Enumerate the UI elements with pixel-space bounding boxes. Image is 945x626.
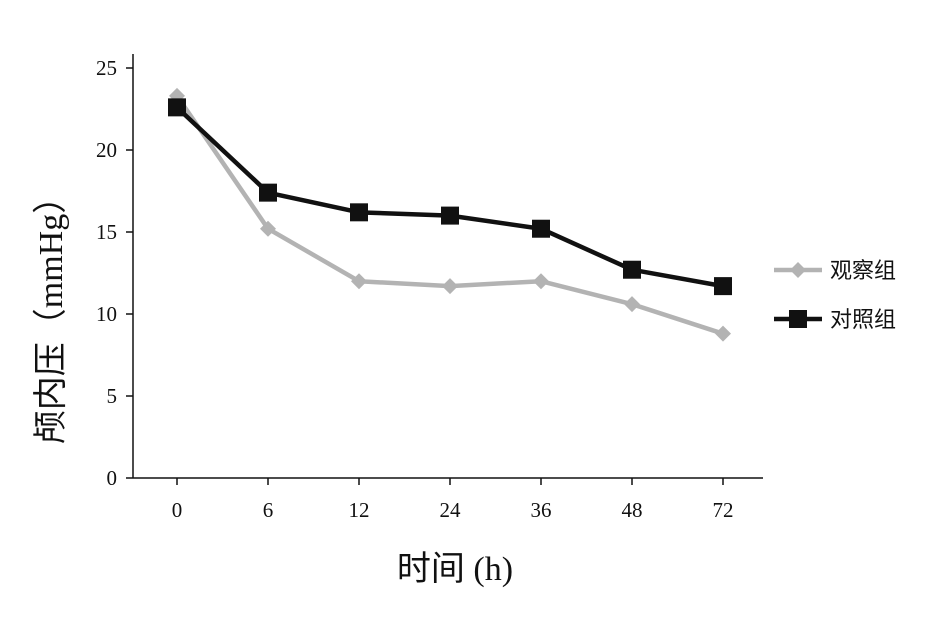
data-point bbox=[350, 203, 368, 222]
data-point bbox=[714, 277, 732, 296]
y-tick-label: 5 bbox=[107, 384, 118, 408]
legend-swatch-marker bbox=[790, 262, 806, 278]
data-point bbox=[715, 325, 731, 342]
x-ticks: 0 6 12 24 36 48 72 bbox=[172, 478, 734, 522]
data-point bbox=[168, 98, 186, 117]
y-tick-label: 15 bbox=[96, 220, 117, 244]
data-point bbox=[351, 273, 367, 290]
legend-label: 对照组 bbox=[830, 307, 896, 332]
data-point bbox=[533, 273, 549, 290]
legend-item: 对照组 bbox=[774, 307, 896, 332]
series-group bbox=[168, 87, 732, 342]
data-point bbox=[441, 206, 459, 225]
x-tick-label: 0 bbox=[172, 498, 183, 522]
x-tick-label: 48 bbox=[622, 498, 643, 522]
data-point bbox=[623, 260, 641, 279]
legend-swatch-marker bbox=[789, 310, 807, 328]
y-ticks: 0 5 10 15 20 25 bbox=[96, 56, 133, 490]
data-point bbox=[624, 296, 640, 313]
y-tick-label: 25 bbox=[96, 56, 117, 80]
y-tick-label: 10 bbox=[96, 302, 117, 326]
data-point bbox=[259, 183, 277, 202]
x-tick-label: 72 bbox=[713, 498, 734, 522]
legend-label: 观察组 bbox=[830, 258, 896, 283]
y-tick-label: 0 bbox=[107, 466, 118, 490]
axes bbox=[132, 54, 763, 479]
x-axis-label: 时间 (h) bbox=[397, 551, 513, 588]
x-tick-label: 12 bbox=[349, 498, 370, 522]
x-tick-label: 36 bbox=[531, 498, 552, 522]
data-point bbox=[442, 278, 458, 295]
y-tick-label: 20 bbox=[96, 138, 117, 162]
x-tick-label: 6 bbox=[263, 498, 274, 522]
data-point bbox=[532, 219, 550, 238]
legend-item: 观察组 bbox=[774, 258, 896, 283]
x-tick-label: 24 bbox=[440, 498, 462, 522]
series-line bbox=[175, 105, 724, 289]
y-axis-label: 颅内压（mmHg） bbox=[32, 180, 70, 444]
series-2 bbox=[168, 98, 732, 296]
data-point bbox=[260, 220, 276, 237]
